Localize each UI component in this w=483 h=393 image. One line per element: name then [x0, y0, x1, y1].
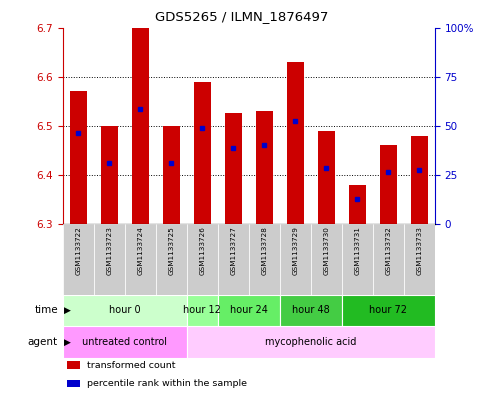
Text: time: time [34, 305, 58, 316]
Bar [101, 126, 118, 224]
Bar [342, 224, 373, 295]
Text: GSM1133729: GSM1133729 [292, 226, 298, 275]
Bar [256, 111, 273, 224]
Bar [311, 224, 342, 295]
Text: ▶: ▶ [64, 306, 71, 315]
Bar [125, 224, 156, 295]
Bar [67, 380, 80, 387]
Bar [94, 224, 125, 295]
Text: hour 72: hour 72 [369, 305, 407, 316]
Bar [187, 295, 218, 326]
Bar [163, 126, 180, 224]
Text: percentile rank within the sample: percentile rank within the sample [87, 379, 247, 388]
Text: agent: agent [28, 337, 58, 347]
Bar [187, 326, 435, 358]
Bar [225, 114, 242, 224]
Text: GSM1133722: GSM1133722 [75, 226, 81, 275]
Bar [287, 62, 304, 224]
Text: GSM1133726: GSM1133726 [199, 226, 205, 275]
Bar [63, 295, 187, 326]
Text: ▶: ▶ [64, 338, 71, 346]
Bar [349, 185, 366, 224]
Bar [249, 224, 280, 295]
Bar [63, 326, 187, 358]
Bar [70, 92, 87, 224]
Text: GSM1133728: GSM1133728 [261, 226, 267, 275]
Bar [156, 224, 187, 295]
Bar [67, 361, 80, 369]
Bar [373, 224, 404, 295]
Text: GSM1133731: GSM1133731 [354, 226, 360, 275]
Text: hour 48: hour 48 [292, 305, 329, 316]
Bar [218, 295, 280, 326]
Text: GSM1133723: GSM1133723 [106, 226, 112, 275]
Text: hour 0: hour 0 [109, 305, 141, 316]
Bar [404, 224, 435, 295]
Bar [187, 224, 218, 295]
Bar [194, 82, 211, 224]
Text: GSM1133732: GSM1133732 [385, 226, 391, 275]
Text: GSM1133727: GSM1133727 [230, 226, 236, 275]
Bar [280, 295, 342, 326]
Bar [380, 145, 397, 224]
Text: GSM1133730: GSM1133730 [323, 226, 329, 275]
Text: hour 24: hour 24 [230, 305, 268, 316]
Bar [342, 295, 435, 326]
Text: GSM1133724: GSM1133724 [137, 226, 143, 275]
Text: transformed count: transformed count [87, 361, 175, 370]
Bar [411, 136, 428, 224]
Text: GSM1133725: GSM1133725 [168, 226, 174, 275]
Text: hour 12: hour 12 [184, 305, 221, 316]
Bar [280, 224, 311, 295]
Text: GSM1133733: GSM1133733 [416, 226, 422, 275]
Bar [318, 131, 335, 224]
Text: GDS5265 / ILMN_1876497: GDS5265 / ILMN_1876497 [155, 10, 328, 23]
Bar [218, 224, 249, 295]
Text: mycophenolic acid: mycophenolic acid [265, 337, 356, 347]
Bar [63, 224, 94, 295]
Text: untreated control: untreated control [82, 337, 167, 347]
Bar [132, 28, 149, 224]
